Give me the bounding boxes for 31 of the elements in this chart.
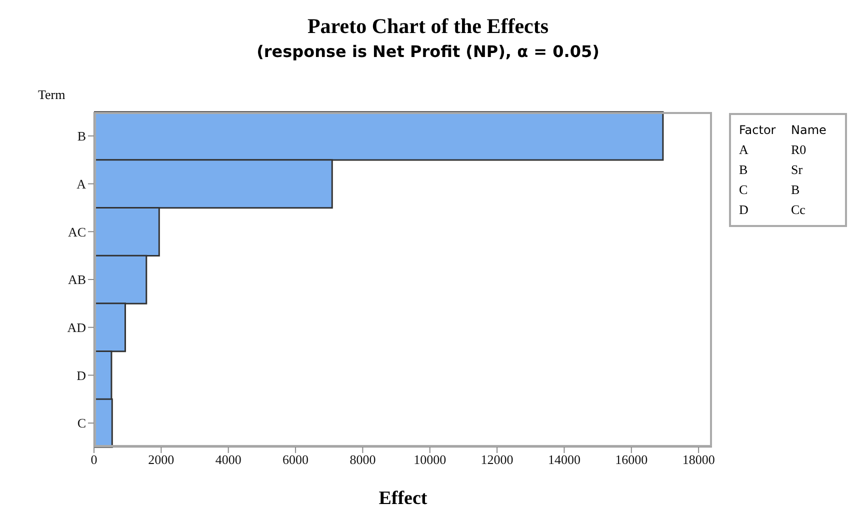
text: Factor xyxy=(739,122,777,139)
y-tick-label: D xyxy=(76,368,86,383)
text: A xyxy=(739,141,750,159)
chart-title: Pareto Chart of the Effects xyxy=(306,14,550,39)
x-tick-label: 14000 xyxy=(548,452,580,468)
text: C xyxy=(739,181,749,199)
text: Cc xyxy=(791,201,806,219)
text: Name xyxy=(791,122,826,139)
y-axis-title: Term xyxy=(38,87,66,103)
y-tick-label: B xyxy=(77,128,86,144)
text: R0 xyxy=(791,141,806,159)
y-tick-label: A xyxy=(76,176,87,192)
x-tick-label: 12000 xyxy=(480,452,514,468)
x-tick-label: 2000 xyxy=(148,452,174,468)
text: D xyxy=(739,201,750,219)
x-tick-label: 10000 xyxy=(414,452,446,468)
y-tick-label: AC xyxy=(68,224,86,240)
x-axis-title: Effect xyxy=(378,488,428,510)
x-tick-label: 16000 xyxy=(615,452,648,468)
x-tick-label: 0 xyxy=(90,452,98,468)
chart-subtitle: (response is Net Profit (NP), α = 0.05) xyxy=(256,42,600,61)
y-tick-label: C xyxy=(77,416,86,431)
x-tick-label: 18000 xyxy=(682,452,715,468)
y-tick-label: AB xyxy=(68,272,86,288)
text: Sr xyxy=(791,161,803,179)
x-tick-label: 6000 xyxy=(282,452,309,468)
x-tick-label: 4000 xyxy=(215,452,242,468)
text: B xyxy=(791,181,800,199)
x-tick-label: 8000 xyxy=(350,452,376,468)
text: B xyxy=(739,161,749,179)
y-tick-label: AD xyxy=(67,320,86,335)
